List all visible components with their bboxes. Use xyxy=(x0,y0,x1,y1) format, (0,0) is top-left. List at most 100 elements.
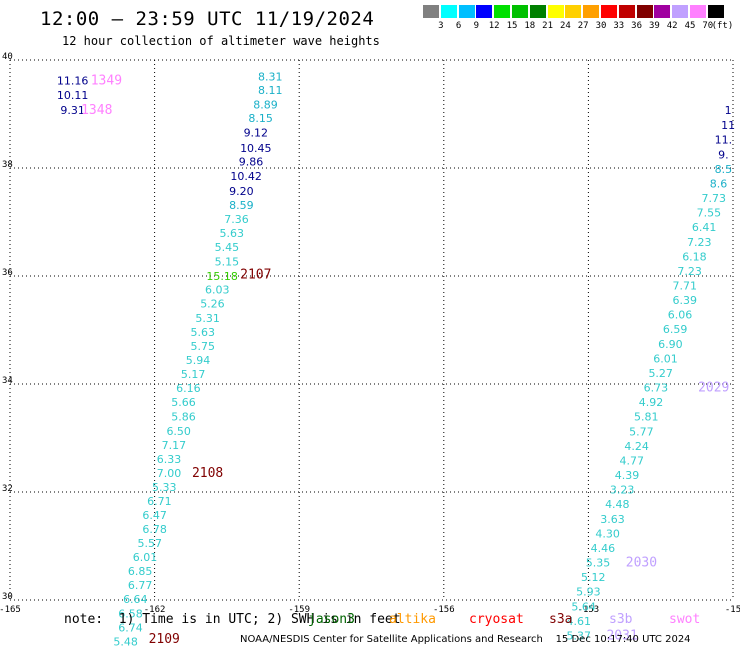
wave-height-label: 5.27 xyxy=(648,367,673,380)
wave-height-label: 4.92 xyxy=(639,396,664,409)
wave-height-label: 5.86 xyxy=(171,411,196,424)
pass-number-label: 2030 xyxy=(626,556,657,571)
wave-height-label: 5.93 xyxy=(576,586,601,599)
wave-height-label: 6.47 xyxy=(142,509,167,522)
wave-height-label: 6.41 xyxy=(692,221,717,234)
wave-height-label: 9.86 xyxy=(239,155,264,168)
wave-height-label: 6.01 xyxy=(133,551,158,564)
color-swatch xyxy=(423,5,439,18)
wave-height-label: 6.73 xyxy=(644,382,669,395)
wave-height-label: 9.31 xyxy=(60,104,85,117)
wave-height-label: 11.16 xyxy=(57,74,89,87)
wave-height-label: 7.36 xyxy=(224,213,249,226)
wave-height-label: 6.71 xyxy=(147,495,172,508)
x-tick-label: -15 xyxy=(725,605,740,615)
wave-height-label: 5.33 xyxy=(152,481,177,494)
color-swatch xyxy=(583,5,600,18)
wave-height-label: 6.39 xyxy=(673,294,698,307)
wave-height-label: 5.48 xyxy=(113,635,138,648)
wave-height-label: 6.90 xyxy=(658,338,683,351)
color-scale-label: 6 xyxy=(455,21,462,31)
legend-s3a: s3a xyxy=(549,612,573,627)
wave-height-label: 6.18 xyxy=(682,250,707,263)
wave-height-label: 7.73 xyxy=(701,192,726,205)
color-scale-label: 27 xyxy=(577,21,589,31)
color-swatch xyxy=(529,5,546,18)
color-swatch xyxy=(565,5,582,18)
color-scale-unit: (ft) xyxy=(711,21,734,31)
color-scale-label: 33 xyxy=(613,21,625,31)
wave-height-label: 8.15 xyxy=(248,112,273,125)
legend-swot: swot xyxy=(669,612,701,627)
color-swatch xyxy=(476,5,493,18)
wave-height-label: 4.30 xyxy=(595,527,620,540)
x-tick-label: -159 xyxy=(288,605,310,615)
color-scale-label: 12 xyxy=(488,21,500,31)
wave-height-label: 6.78 xyxy=(142,523,167,536)
color-scale-label: 70 xyxy=(702,21,714,31)
wave-height-label: 6.85 xyxy=(128,565,153,578)
x-tick-label: -165 xyxy=(0,605,21,615)
wave-height-label: 6.03 xyxy=(205,283,230,296)
pass-number-label: 2109 xyxy=(149,632,180,647)
wave-height-label: 4.39 xyxy=(615,469,640,482)
color-swatch xyxy=(547,5,564,18)
wave-height-label: 8.31 xyxy=(258,71,283,84)
wave-height-label: 7.23 xyxy=(677,265,702,278)
color-scale-label: 3 xyxy=(438,21,444,31)
legend-s3b: s3b xyxy=(609,612,633,627)
wave-height-label: 5.63 xyxy=(191,326,216,339)
color-swatch xyxy=(707,5,724,18)
wave-height-label: 6.16 xyxy=(176,382,201,395)
wave-height-label: 5.31 xyxy=(195,312,220,325)
wave-height-label: 8.5 xyxy=(715,163,733,176)
color-swatch xyxy=(494,5,511,18)
wave-height-label: 5.81 xyxy=(634,411,659,424)
x-tick-label: -162 xyxy=(144,605,166,615)
wave-height-label: 5.15 xyxy=(215,256,240,269)
wave-height-label: 10.11 xyxy=(57,89,89,102)
wave-height-label: 5.75 xyxy=(191,340,216,353)
wave-height-label: 5.94 xyxy=(186,354,211,367)
wave-height-label: 10.45 xyxy=(240,142,272,155)
color-scale-label: 9 xyxy=(473,21,480,31)
wave-height-label: 3.23 xyxy=(610,484,635,497)
wave-height-label: 6.59 xyxy=(663,323,688,336)
pass-number-label: 2029 xyxy=(698,381,729,396)
wave-height-label: 10.42 xyxy=(230,170,262,183)
wave-height-label: 5.17 xyxy=(181,368,206,381)
y-tick-label: 38 xyxy=(2,160,13,170)
wave-height-label: 4.61 xyxy=(567,615,592,628)
wave-height-label: 7.55 xyxy=(697,207,722,220)
color-scale-label: 24 xyxy=(559,21,571,31)
color-scale-label: 18 xyxy=(524,21,536,31)
pass-number-label: 2108 xyxy=(192,466,223,481)
color-swatch xyxy=(654,5,671,18)
legend-note: note: 1) Time is in UTC; 2) SWH is in fe… xyxy=(64,612,401,627)
wave-height-label: 7.17 xyxy=(162,439,187,452)
wave-height-label: 3.63 xyxy=(600,513,625,526)
color-swatch xyxy=(690,5,706,18)
color-swatch xyxy=(458,5,475,18)
legend-jason3: jason3 xyxy=(308,612,355,627)
wave-height-label: 6.74 xyxy=(118,621,143,634)
color-swatch xyxy=(601,5,617,18)
wave-height-label: 6.33 xyxy=(157,453,182,466)
legend-cryosat: cryosat xyxy=(469,612,524,627)
wave-height-label: 8.59 xyxy=(229,199,254,212)
wave-height-label: 4.48 xyxy=(605,498,630,511)
wave-height-label: 11 xyxy=(721,119,735,132)
color-scale-label: 36 xyxy=(631,21,643,31)
y-tick-label: 40 xyxy=(2,52,13,62)
wave-height-label: 1 xyxy=(725,104,732,117)
legend-altika: altika xyxy=(389,612,436,627)
color-scale-label: 21 xyxy=(542,21,554,31)
wave-height-label: 5.45 xyxy=(215,241,240,254)
chart-subtitle: 12 hour collection of altimeter wave hei… xyxy=(62,34,380,48)
wave-height-label: 6.01 xyxy=(653,352,678,365)
wave-height-label: 5.37 xyxy=(567,629,592,642)
wave-height-label: 15.18 xyxy=(206,270,238,283)
y-tick-label: 36 xyxy=(2,268,13,278)
wave-height-label: 5.35 xyxy=(586,557,611,570)
